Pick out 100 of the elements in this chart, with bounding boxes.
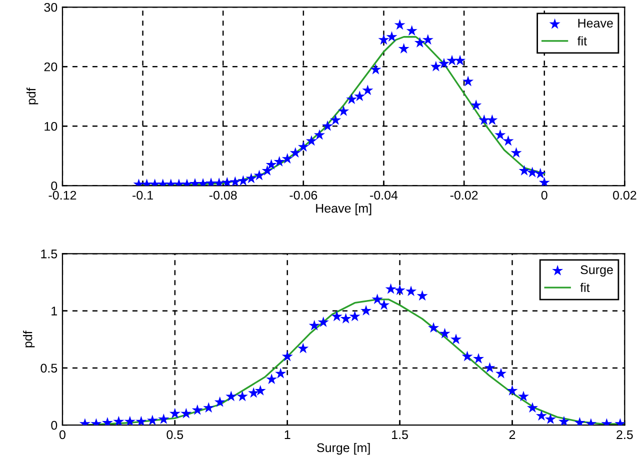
x-tick-label: -0.04 bbox=[370, 190, 398, 200]
y-tick-label: 0 bbox=[51, 420, 58, 430]
x-axis-title: Heave [m] bbox=[316, 204, 372, 216]
point bbox=[538, 176, 550, 186]
point bbox=[526, 166, 538, 178]
point bbox=[136, 416, 147, 426]
point bbox=[192, 404, 203, 415]
x-tick-label: 1.5 bbox=[392, 430, 408, 440]
point bbox=[322, 120, 334, 131]
point bbox=[462, 76, 474, 86]
point bbox=[113, 416, 124, 426]
point bbox=[414, 37, 426, 48]
point bbox=[446, 54, 458, 66]
point bbox=[398, 42, 410, 54]
point bbox=[394, 284, 406, 295]
point bbox=[275, 368, 286, 378]
point bbox=[360, 305, 372, 316]
point bbox=[274, 156, 285, 167]
point bbox=[439, 328, 450, 338]
point bbox=[226, 390, 237, 402]
point bbox=[438, 58, 450, 68]
point bbox=[169, 408, 180, 418]
point bbox=[484, 362, 496, 373]
point bbox=[454, 54, 466, 66]
x-tick-label: 1 bbox=[284, 430, 290, 439]
point bbox=[248, 387, 260, 398]
point bbox=[262, 164, 273, 176]
point bbox=[282, 350, 293, 362]
point bbox=[378, 34, 390, 45]
point bbox=[230, 176, 241, 186]
point bbox=[416, 290, 428, 301]
point bbox=[536, 410, 547, 421]
point bbox=[526, 402, 538, 413]
x-tick-label: 2.5 bbox=[616, 430, 633, 440]
point bbox=[378, 299, 390, 310]
point bbox=[340, 313, 352, 324]
point bbox=[372, 294, 383, 304]
point bbox=[422, 34, 434, 45]
x-tick-label: -0.08 bbox=[209, 190, 237, 200]
point bbox=[314, 129, 326, 140]
x-tick-label: 0 bbox=[541, 190, 548, 200]
point bbox=[428, 322, 440, 333]
point bbox=[206, 177, 217, 186]
point bbox=[290, 147, 301, 158]
point bbox=[254, 384, 266, 396]
x-tick-label: -0.02 bbox=[450, 190, 478, 200]
point bbox=[462, 350, 473, 362]
y-axis-title: pdf bbox=[23, 330, 35, 348]
point bbox=[430, 60, 442, 72]
point bbox=[308, 320, 320, 330]
point bbox=[282, 153, 293, 164]
point bbox=[558, 416, 570, 426]
point bbox=[502, 135, 514, 146]
point bbox=[246, 172, 257, 184]
point bbox=[146, 414, 158, 426]
point bbox=[362, 84, 374, 96]
point bbox=[506, 384, 518, 396]
point bbox=[370, 64, 382, 74]
point bbox=[406, 286, 417, 296]
legend-label: Surge bbox=[580, 265, 613, 277]
point bbox=[385, 283, 396, 294]
point bbox=[495, 368, 507, 378]
point bbox=[331, 310, 342, 322]
y-tick-label: 1 bbox=[52, 306, 57, 316]
point bbox=[102, 416, 113, 426]
point bbox=[214, 396, 226, 407]
point bbox=[450, 334, 462, 344]
y-tick-label: 30 bbox=[44, 2, 58, 12]
point bbox=[298, 342, 309, 354]
point bbox=[354, 90, 366, 102]
point bbox=[298, 141, 309, 152]
point bbox=[180, 408, 192, 418]
point bbox=[338, 105, 350, 116]
y-tick-label: 0.5 bbox=[40, 364, 58, 373]
point bbox=[330, 114, 342, 125]
point bbox=[394, 19, 406, 30]
point bbox=[266, 159, 277, 170]
point bbox=[203, 402, 214, 413]
point bbox=[158, 414, 170, 424]
x-tick-label: -0.1 bbox=[132, 190, 153, 200]
point bbox=[254, 170, 265, 180]
legend-label: fit bbox=[577, 36, 587, 46]
point bbox=[266, 374, 278, 384]
point bbox=[518, 390, 530, 402]
legend-label: fit bbox=[580, 282, 590, 292]
y-tick-label: 20 bbox=[44, 62, 58, 72]
y-tick-label: 0 bbox=[51, 181, 58, 190]
x-tick-label: 2 bbox=[509, 430, 516, 439]
legend-label: Heave bbox=[578, 18, 613, 28]
point bbox=[478, 114, 490, 125]
point bbox=[236, 390, 248, 402]
x-tick-label: 0 bbox=[59, 430, 66, 440]
x-tick-label: 0.02 bbox=[613, 190, 636, 200]
point bbox=[306, 135, 317, 146]
y-axis-title: pdf bbox=[26, 88, 38, 104]
point bbox=[472, 353, 484, 364]
point bbox=[349, 310, 360, 322]
point bbox=[346, 94, 358, 104]
x-tick-label: -0.06 bbox=[290, 190, 318, 200]
point bbox=[470, 100, 482, 110]
